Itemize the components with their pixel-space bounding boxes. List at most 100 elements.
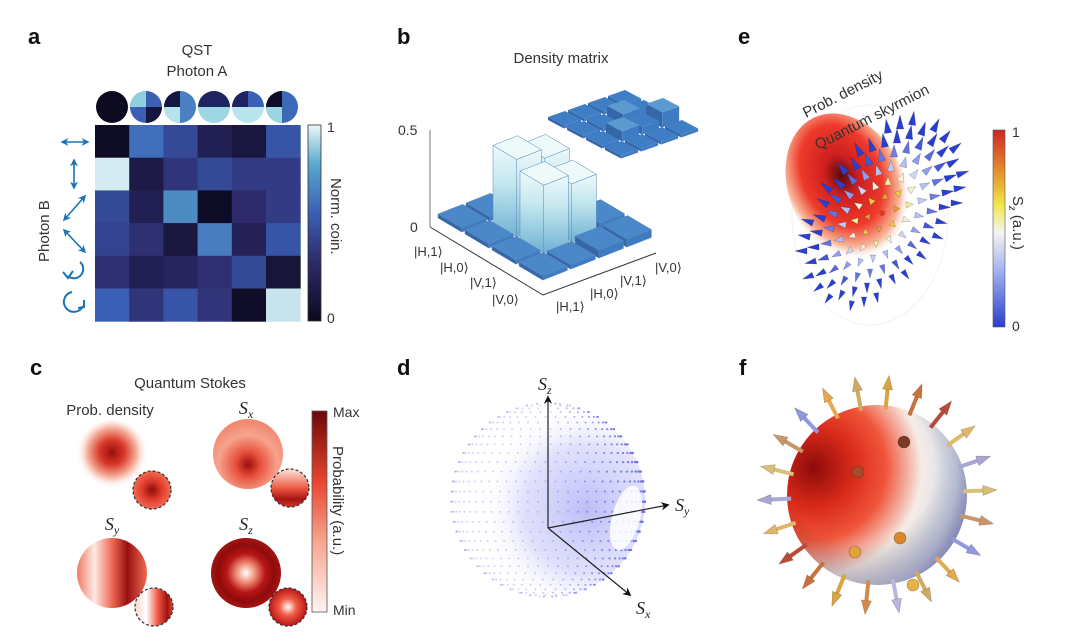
projection-circle-5 — [232, 91, 264, 123]
skyrmion-arrow — [919, 182, 931, 191]
sphere-point — [555, 595, 558, 598]
sphere-point — [519, 530, 522, 533]
sx-map — [213, 419, 283, 489]
sphere-point — [605, 530, 608, 533]
sphere-point — [541, 578, 544, 581]
sphere-point — [571, 578, 574, 581]
sphere-point — [492, 578, 495, 581]
sphere-point — [512, 520, 514, 523]
sphere-point — [488, 480, 491, 483]
sphere-point — [544, 549, 547, 551]
sphere-point — [536, 421, 539, 424]
sphere-point — [549, 583, 552, 586]
sphere-point — [455, 490, 458, 493]
sphere-point — [638, 530, 641, 533]
sphere-point — [466, 520, 468, 523]
sphere-point — [606, 565, 609, 568]
sphere-point — [639, 470, 642, 473]
sphere-point — [452, 490, 455, 493]
bar-real — [546, 241, 596, 270]
sphere-point — [506, 411, 509, 414]
sphere-point — [455, 470, 458, 473]
sphere-point — [595, 500, 598, 503]
heatmap-cell — [197, 157, 233, 191]
sphere-point — [580, 578, 583, 581]
sphere-point — [577, 451, 580, 455]
skyrmion-arrow — [839, 206, 851, 215]
sphere-point — [576, 421, 579, 424]
skyrmion-arrow — [894, 244, 904, 255]
sphere-point — [479, 540, 482, 542]
sphere-point — [525, 415, 527, 418]
sphere-point — [539, 443, 542, 446]
sphere-point — [603, 490, 606, 493]
heatmap-cell — [95, 288, 130, 322]
sphere-point — [565, 594, 568, 597]
sphere-point — [573, 591, 576, 594]
sphere-point — [534, 594, 537, 597]
sphere-point — [541, 520, 544, 523]
sphere-point — [595, 435, 599, 438]
skyrmion-arrow — [919, 236, 932, 245]
panel-a: a QST Photon A — [28, 24, 344, 326]
skyrmion-arrow — [914, 136, 924, 151]
sphere-point — [491, 578, 494, 581]
sphere-shading — [787, 405, 967, 585]
sphere-point — [520, 583, 523, 586]
sphere-point — [592, 415, 595, 418]
skyrmion-arrow — [814, 268, 827, 277]
skyrmion-arrow — [846, 172, 859, 186]
sphere-point — [635, 460, 638, 464]
heatmap-cell — [197, 190, 233, 224]
sphere-point — [630, 460, 634, 464]
sphere-point — [572, 407, 575, 410]
sphere-point — [450, 490, 453, 493]
sphere-point — [490, 452, 493, 454]
sphere-spike-front — [851, 465, 865, 479]
sphere-point — [631, 451, 634, 455]
sphere-point — [466, 530, 469, 533]
sphere-point — [637, 480, 640, 483]
sphere-point — [569, 443, 572, 446]
prob-density-map — [76, 420, 148, 492]
skyrmion-arrow — [936, 145, 950, 158]
sphere-point — [517, 490, 520, 493]
sphere-point — [500, 565, 503, 568]
colorbar-e-max: 1 — [1012, 124, 1020, 140]
sphere-spike-front — [906, 578, 920, 592]
skyrmion-arrow — [801, 271, 815, 280]
skyrmion-arrow — [943, 174, 958, 183]
skyrmion-arrow — [830, 249, 842, 258]
skyrmion-arrow — [893, 205, 901, 213]
skyrmion-arrow — [819, 239, 832, 247]
sphere-point — [601, 421, 604, 424]
subplot-title-sx: Sx — [239, 398, 254, 421]
sphere-point — [576, 500, 580, 503]
sphere-point — [488, 572, 491, 575]
sphere-point — [574, 480, 577, 483]
sphere-point — [588, 470, 591, 473]
sphere-point — [564, 572, 567, 575]
sphere-point — [510, 530, 513, 533]
bar-imag — [568, 104, 602, 122]
bar-imag — [665, 120, 699, 138]
sphere-point — [544, 594, 547, 597]
sphere-point — [524, 549, 527, 551]
sphere-point — [576, 510, 579, 513]
projection-circle-3 — [164, 91, 196, 123]
sphere-point — [588, 578, 591, 581]
sphere-point — [564, 480, 567, 483]
colorbar-c-min: Min — [333, 602, 356, 618]
sphere-point — [582, 411, 585, 414]
sphere-point — [542, 595, 545, 598]
skyrmion-arrow — [809, 229, 823, 237]
sphere-point — [495, 578, 498, 581]
left-tick-3: |V,1⟩ — [470, 275, 497, 290]
sphere-spike — [759, 464, 795, 477]
sphere-point — [483, 452, 486, 454]
colorbar-c-max: Max — [333, 404, 359, 420]
skyrmion-arrow — [948, 142, 963, 155]
sphere-point — [625, 443, 628, 446]
sphere-point — [626, 460, 630, 464]
circular-left-arrow-icon — [62, 291, 85, 313]
